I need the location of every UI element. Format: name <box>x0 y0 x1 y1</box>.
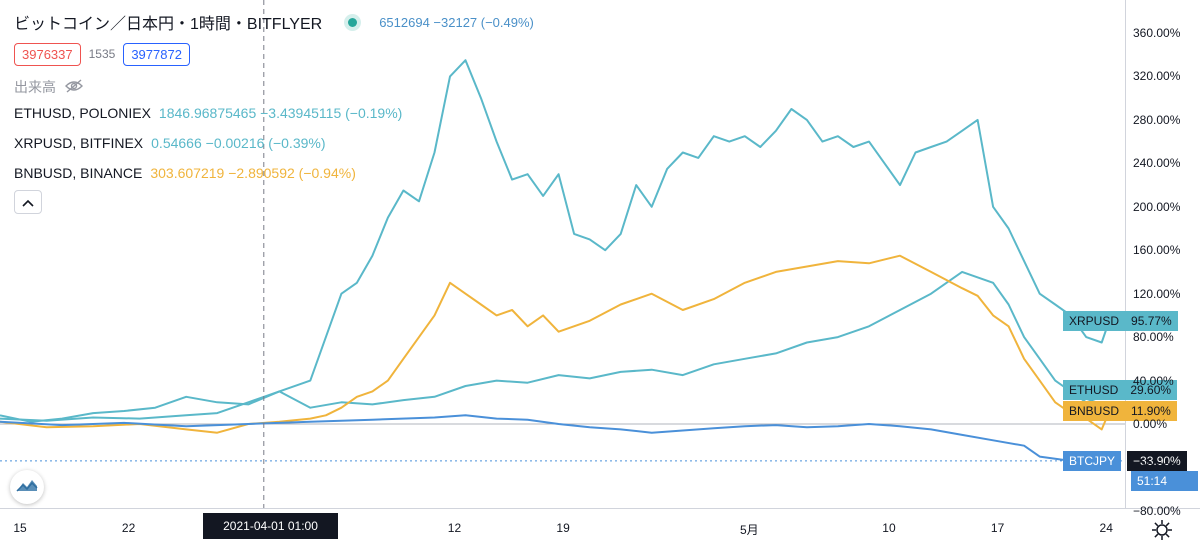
chart-legend: ビットコイン／日本円・1時間・BITFLYER 6512694 −32127 (… <box>14 10 534 214</box>
market-status-dot <box>348 17 358 27</box>
series-line-btcjpy <box>0 414 1110 467</box>
y-tick-label: 240.00% <box>1133 156 1181 171</box>
x-tick-label: 19 <box>556 521 570 535</box>
tag-series-value: −33.90% <box>1127 451 1187 471</box>
legend-item-bnb[interactable]: BNBUSD, BINANCE 303.607219 −2.890592 (−0… <box>14 158 534 188</box>
y-tick-label: −80.00% <box>1133 503 1181 518</box>
y-tick-label: 80.00% <box>1133 330 1174 345</box>
x-tick-label: 5月 <box>739 523 759 537</box>
legend-series-name: BNBUSD, BINANCE <box>14 165 143 181</box>
y-tick-label: 360.00% <box>1133 26 1181 40</box>
series-line-ethusd <box>0 270 1111 422</box>
bnb-price-tag: BNBUSD 11.90% <box>1063 401 1177 421</box>
y-tick-label: 200.00% <box>1133 199 1181 214</box>
series-line-bnbusd <box>0 254 1111 434</box>
chart-title: ビットコイン／日本円・1時間・BITFLYER <box>14 16 323 33</box>
sell-price-button[interactable]: 3976337 <box>14 42 81 66</box>
tag-series-name: BNBUSD <box>1063 401 1126 421</box>
settings-gear-icon[interactable] <box>1150 518 1174 547</box>
y-tick-label: 280.00% <box>1133 112 1181 127</box>
x-tick-label: 17 <box>990 521 1005 535</box>
xrp-price-tag: XRPUSD 95.77% <box>1063 311 1178 331</box>
btc-countdown-tag: 51:14 <box>1131 471 1198 491</box>
tag-series-value: 95.77% <box>1125 311 1178 331</box>
legend-series-values: 1846.96875465 −3.43945115 (−0.19%) <box>158 105 403 121</box>
y-tick-label: 0.00% <box>1133 417 1168 431</box>
btc-values: 6512694 −32127 (−0.49%) <box>379 14 534 30</box>
y-tick-label: 120.00% <box>1133 286 1181 301</box>
legend-item-xrp[interactable]: XRPUSD, BITFINEX 0.54666 −0.00216 (−0.39… <box>14 128 534 158</box>
collapse-legend-button[interactable] <box>14 190 42 214</box>
legend-series-values: 303.607219 −2.890592 (−0.94%) <box>150 165 356 181</box>
spread-value: 1535 <box>88 47 116 61</box>
eye-hidden-icon[interactable] <box>64 78 84 97</box>
x-tick-label: 22 <box>121 521 136 535</box>
btc-price-tag: BTCJPY −33.90% <box>1063 451 1187 471</box>
legend-series-name: XRPUSD, BITFINEX <box>14 135 144 151</box>
bar-countdown: 51:14 <box>1131 471 1198 491</box>
chevron-up-icon <box>22 194 34 211</box>
x-tick-label: 24 <box>1099 521 1113 535</box>
x-tick-label: 15 <box>13 521 27 535</box>
volume-label: 出来高 <box>14 79 56 95</box>
y-tick-label: 320.00% <box>1133 69 1181 84</box>
y-tick-label: 40.00% <box>1133 373 1174 388</box>
tag-series-name: BTCJPY <box>1063 451 1122 471</box>
tag-series-value: 29.60% <box>1124 380 1178 400</box>
series-line-xrpusd <box>0 59 1111 423</box>
x-tick-label: 12 <box>447 521 462 535</box>
tradingview-logo-button[interactable] <box>10 470 44 504</box>
tag-series-name: XRPUSD <box>1063 311 1126 331</box>
legend-series-values: 0.54666 −0.00216 (−0.39%) <box>151 135 326 151</box>
eth-price-tag: ETHUSD 29.60% <box>1063 380 1178 400</box>
buy-price-button[interactable]: 3977872 <box>123 42 190 66</box>
legend-item-eth[interactable]: ETHUSD, POLONIEX 1846.96875465 −3.439451… <box>14 98 534 128</box>
tag-series-name: ETHUSD <box>1063 380 1125 400</box>
tag-series-value: 11.90% <box>1125 401 1177 421</box>
y-tick-label: 160.00% <box>1133 243 1181 258</box>
crosshair-time-label: 2021-04-01 01:00 <box>203 513 338 539</box>
legend-series-name: ETHUSD, POLONIEX <box>14 105 151 121</box>
x-tick-label: 10 <box>882 521 896 535</box>
tradingview-logo-icon <box>16 477 38 498</box>
y-tick-label: −40.00% <box>1133 460 1181 475</box>
